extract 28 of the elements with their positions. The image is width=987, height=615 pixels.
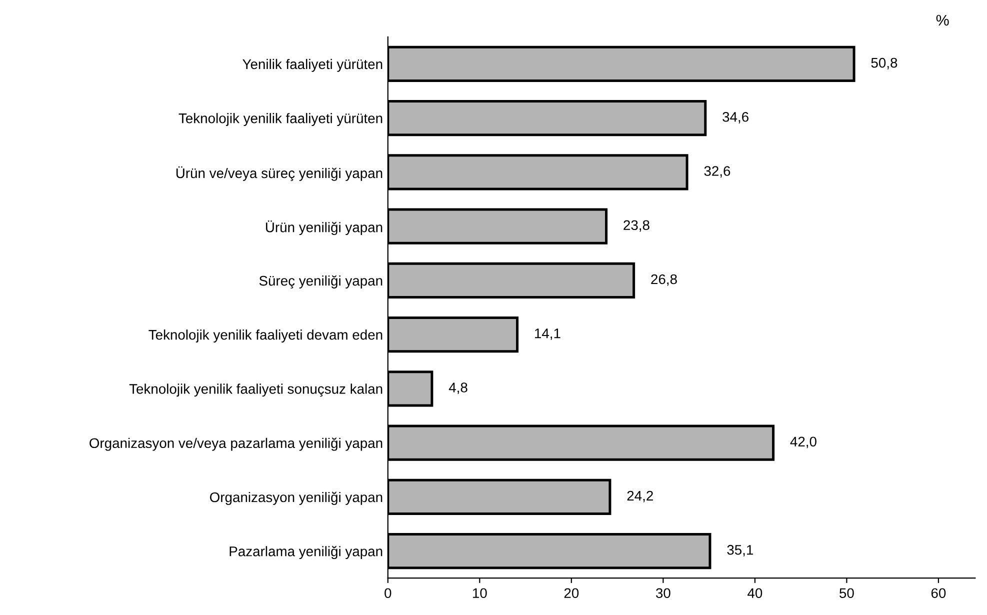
y-tick-label: Teknolojik yenilik faaliyeti yürüten (178, 113, 382, 126)
x-tick-label: 60 (931, 588, 946, 598)
x-tick-label: 40 (748, 588, 762, 598)
x-tick-label: 20 (564, 588, 579, 598)
y-tick-label: Yenilik faaliyeti yürüten (242, 58, 382, 72)
y-tick-label: Pazarlama yeniliği yapan (230, 546, 382, 560)
data-label: 23,8 (624, 220, 650, 232)
x-tick-label: 0 (384, 588, 392, 598)
text: % (936, 14, 949, 26)
data-label: 24,2 (627, 490, 653, 502)
data-label: 14,1 (535, 328, 560, 340)
y-tick-label: Teknolojik yenilik faaliyeti sonuçsuz kalan (129, 384, 382, 397)
data-label: 50,8 (871, 58, 898, 70)
data-label: 26,8 (651, 274, 677, 286)
data-label: 4,8 (448, 382, 468, 394)
y-tick-label: Süreç yeniliği yapan (259, 275, 382, 289)
x-tick-label: 50 (840, 588, 854, 598)
data-label: 42,0 (790, 436, 816, 448)
x-tick-label: 10 (472, 588, 487, 598)
data-label: 35,1 (727, 544, 753, 556)
y-tick-label: Organizasyon ve/veya pazarlama yeniliği yapan (90, 438, 382, 451)
data-label: 32,6 (704, 166, 730, 178)
y-tick-label: Ürün ve/veya süreç yeniliği yapan (176, 166, 382, 181)
data-label: 34,6 (722, 112, 748, 124)
y-tick-label: Ürün yeniliği yapan (266, 220, 382, 236)
x-tick-label: 30 (656, 588, 670, 598)
y-tick-label: Teknolojik yenilik faaliyeti devam eden (148, 330, 382, 342)
y-tick-label: Organizasyon yeniliği yapan (210, 492, 382, 505)
